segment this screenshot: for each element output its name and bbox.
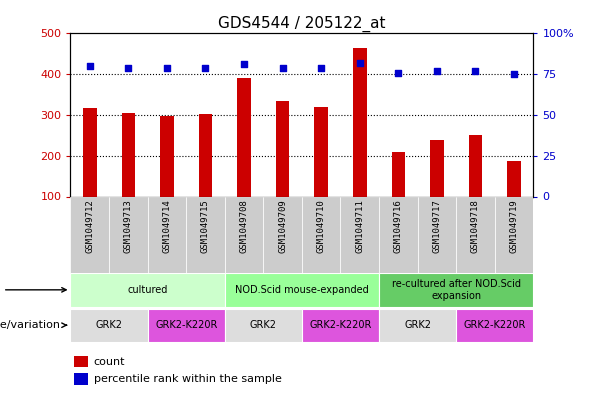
Text: GSM1049717: GSM1049717 [432,199,441,253]
Bar [225,196,264,273]
Bar [469,134,482,196]
Bar [199,114,212,196]
Bar [417,196,456,273]
Bar [508,162,521,196]
Point [85,63,94,69]
Bar [186,196,225,273]
Bar [148,196,186,273]
Text: count: count [94,356,125,367]
Bar [225,309,302,342]
Text: GRK2-K220R: GRK2-K220R [310,320,371,330]
Text: GRK2: GRK2 [250,320,277,330]
Point [355,60,365,66]
Text: GSM1049718: GSM1049718 [471,199,480,253]
Text: GSM1049709: GSM1049709 [278,199,287,253]
Bar [456,196,495,273]
Text: GSM1049711: GSM1049711 [356,199,364,253]
Text: GSM1049714: GSM1049714 [162,199,172,253]
Text: GSM1049719: GSM1049719 [509,199,519,253]
Text: GSM1049712: GSM1049712 [85,199,94,253]
Point [316,64,326,71]
Text: GRK2: GRK2 [96,320,123,330]
Bar [456,309,533,342]
Point [432,68,442,74]
Text: genotype/variation: genotype/variation [0,320,67,330]
Text: GRK2-K220R: GRK2-K220R [155,320,218,330]
Text: percentile rank within the sample: percentile rank within the sample [94,374,281,384]
Bar [340,196,379,273]
Bar [353,48,367,196]
Bar [225,273,379,307]
Bar [148,309,225,342]
Text: NOD.Scid mouse-expanded: NOD.Scid mouse-expanded [235,285,369,295]
Text: GRK2: GRK2 [404,320,431,330]
Text: GSM1049708: GSM1049708 [240,199,248,253]
Bar [70,196,109,273]
Text: cultured: cultured [128,285,168,295]
Bar [121,113,135,196]
Bar [70,309,148,342]
Point [239,61,249,68]
Text: protocol: protocol [0,285,66,295]
Point [123,64,133,71]
Bar [237,78,251,196]
Bar [392,152,405,196]
Bar [379,309,456,342]
Bar [495,196,533,273]
Text: GSM1049713: GSM1049713 [124,199,133,253]
Text: re-cultured after NOD.Scid
expansion: re-cultured after NOD.Scid expansion [392,279,520,301]
Point [509,71,519,77]
Bar [302,196,340,273]
Bar [302,309,379,342]
Text: GSM1049710: GSM1049710 [317,199,326,253]
Title: GDS4544 / 205122_at: GDS4544 / 205122_at [218,16,386,32]
Bar [379,273,533,307]
Text: GRK2-K220R: GRK2-K220R [463,320,526,330]
Text: GSM1049716: GSM1049716 [394,199,403,253]
Point [162,64,172,71]
Bar [83,108,96,196]
Bar [109,196,148,273]
Bar [379,196,417,273]
Bar [264,196,302,273]
Point [278,64,287,71]
Bar [74,356,88,367]
Bar [160,116,173,196]
Point [471,68,481,74]
Text: GSM1049715: GSM1049715 [201,199,210,253]
Bar [430,140,444,196]
Point [394,70,403,76]
Bar [276,101,289,196]
Bar [70,273,225,307]
Point [200,64,210,71]
Bar [74,373,88,385]
Bar [314,107,328,196]
